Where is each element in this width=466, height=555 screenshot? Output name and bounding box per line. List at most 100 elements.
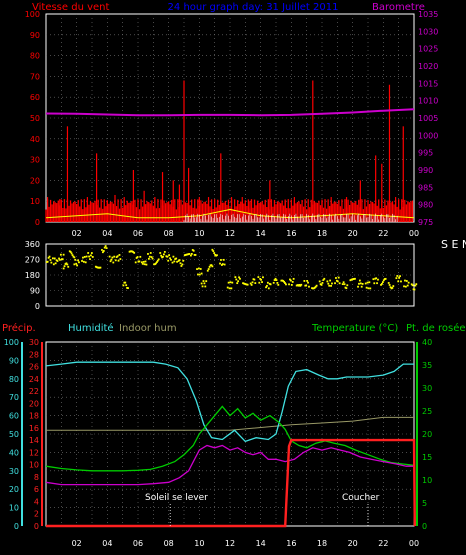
direction-point [54,262,57,265]
direction-point [122,284,125,287]
barometer-tick-label: 980 [418,201,433,210]
direction-point [352,278,355,280]
wind-tick-label: 60 [30,93,40,102]
precip-tick-label: 20 [29,399,39,408]
direction-point [328,284,331,287]
direction-point [259,277,262,280]
direction-point [174,258,177,260]
direction-point [288,283,290,286]
direction-point [372,278,375,281]
direction-point [192,249,195,252]
direction-point [322,279,325,281]
temp-tick-label: 10 [422,476,432,485]
precip-tick-label: 28 [29,350,39,359]
wind-axis-label: Vitesse du vent [32,2,109,13]
precip-tick-label: 4 [34,497,39,506]
direction-point [345,287,348,290]
direction-point [261,281,263,283]
chart-title: 24 hour graph day: 31 Juillet 2011 [168,2,339,13]
barometer-tick-label: 1030 [418,27,438,36]
gust-line [45,208,415,219]
temp-tick-label: 35 [422,361,432,370]
direction-point [111,256,114,259]
direction-point [404,279,406,282]
direction-point [246,283,249,286]
direction-point [204,285,207,288]
direction-point [157,258,160,261]
direction-point [397,280,400,283]
wind-tick-label: 40 [30,135,40,144]
direction-point [381,281,384,283]
direction-point [207,268,210,270]
x-tick-label: 06 [133,229,143,238]
direction-point [75,262,78,265]
barometer-tick-label: 1010 [418,97,438,106]
direction-point [62,267,65,270]
direction-point [119,258,122,260]
direction-point [199,268,202,270]
temp-tick-label: 40 [422,338,432,347]
wind-tick-label: 100 [25,10,40,19]
direction-point [200,272,203,275]
x-tick-label: 04 [102,539,112,548]
direction-point [69,251,72,253]
direction-point [132,251,135,253]
direction-point [138,260,141,263]
barometer-tick-label: 1005 [418,114,438,123]
direction-point [313,286,316,289]
direction-point [104,245,107,247]
direction-point [312,287,314,290]
direction-point [109,260,112,263]
direction-point [221,263,224,265]
direction-point [361,283,364,285]
x-tick-label: 10 [194,229,204,238]
direction-point [144,260,147,263]
direction-point [388,284,391,286]
direction-point [167,259,170,262]
direction-point [306,279,309,282]
direction-point [101,251,104,254]
temp-tick-label: 5 [422,499,427,508]
direction-point [162,255,164,258]
direction-point [184,254,187,256]
x-tick-label: 14 [256,229,266,238]
direction-point [319,283,322,286]
direction-point [172,255,175,258]
direction-point [230,287,233,290]
precip-axis-label: Précip. [2,322,36,334]
direction-point [128,250,131,253]
direction-point [53,257,56,260]
direction-point [73,256,76,259]
direction-point [338,282,341,285]
direction-point [220,259,222,261]
precip-tick-label: 10 [29,461,39,470]
direction-point [154,263,156,266]
direction-point [200,282,203,285]
direction-point [188,253,191,255]
direction-point [211,248,214,251]
direction-point [284,282,286,284]
direction-point [85,255,88,258]
direction-point [73,263,76,266]
direction-point [220,264,223,266]
direction-point [90,252,93,254]
direction-point [147,253,149,255]
direction-point [141,262,144,265]
precip-tick-label: 2 [34,510,39,519]
direction-point [314,285,317,288]
x-tick-label: 02 [72,539,82,548]
direction-point [77,259,79,262]
direction-point [291,281,294,283]
direction-point [178,259,181,261]
humidity-tick-label: 90 [9,356,19,365]
direction-point [303,280,306,282]
wind-tick-label: 10 [30,197,40,206]
direction-point [266,284,268,287]
x-tick-label: 06 [133,539,143,548]
direction-point [97,266,100,269]
humidity-tick-label: 10 [9,504,19,513]
indoor-hum-line [46,416,414,431]
direction-point [171,261,174,264]
x-tick-label: 12 [225,539,235,548]
direction-point [295,284,298,287]
